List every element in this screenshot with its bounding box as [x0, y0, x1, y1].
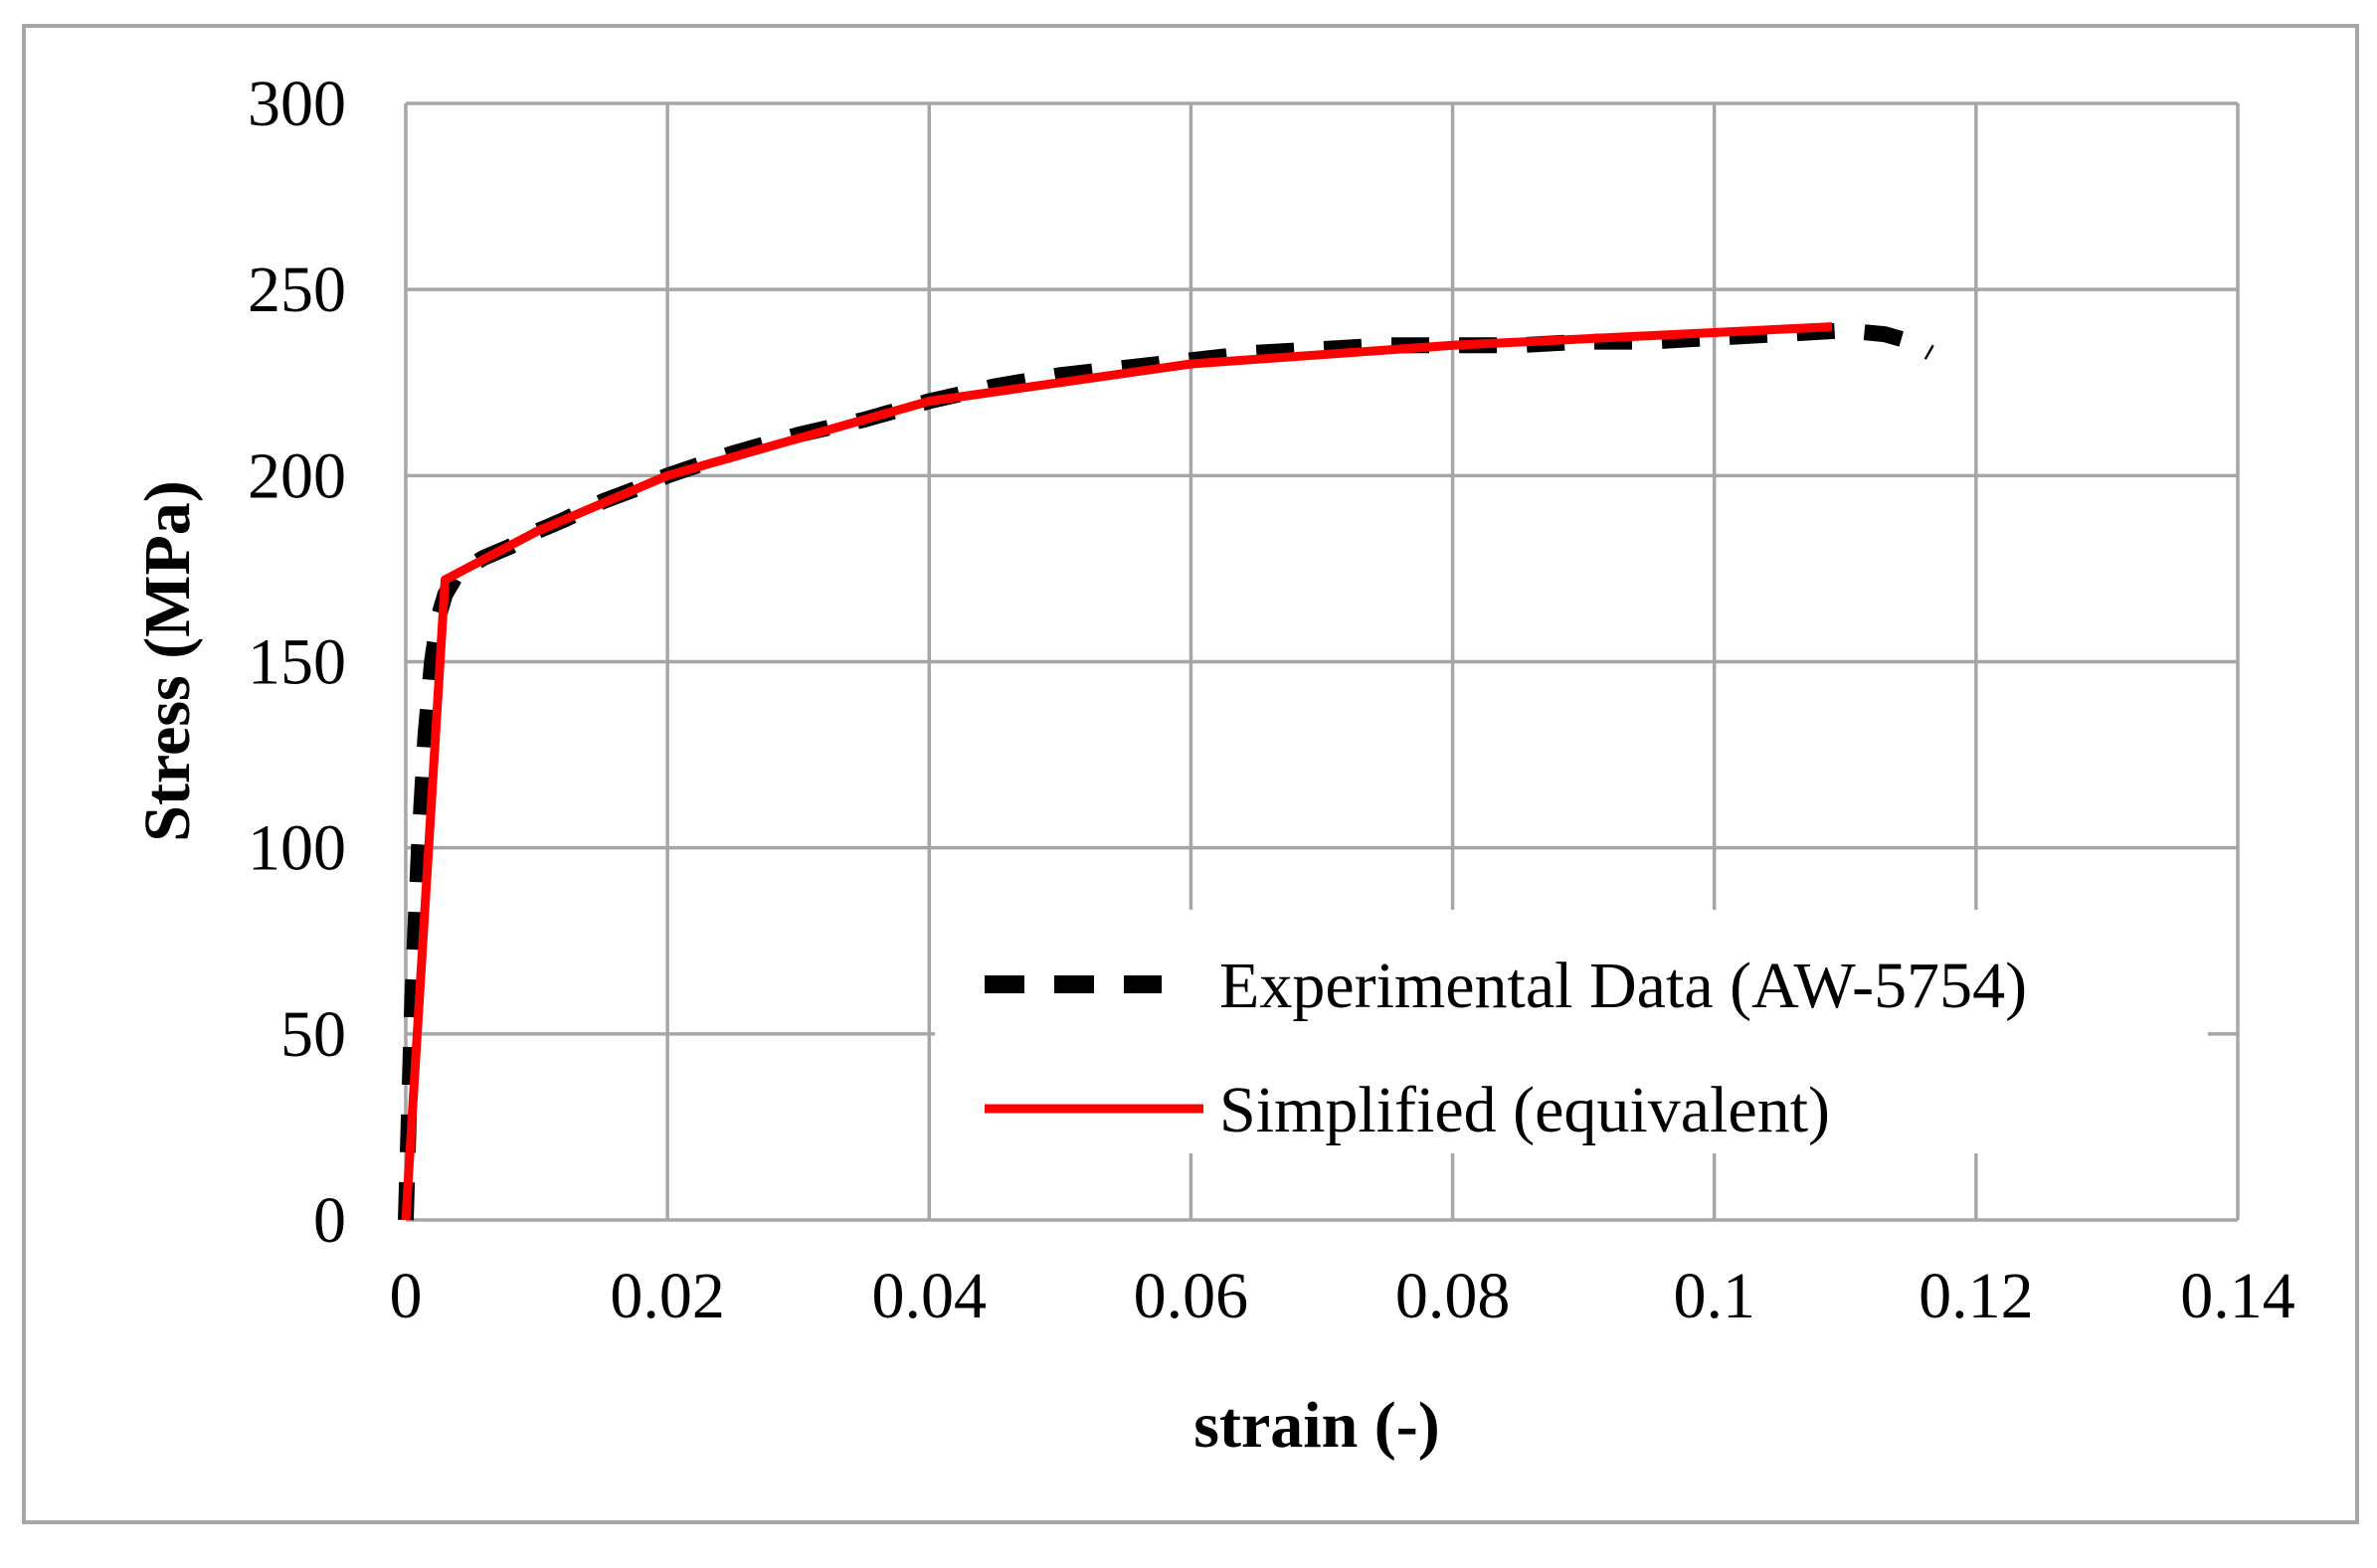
legend: Experimental Data (AW-5754) Simplified (… [935, 910, 2208, 1153]
y-tick-label: 300 [248, 68, 346, 140]
y-tick-label: 250 [248, 254, 346, 326]
series-line-simplified [401, 322, 1833, 1221]
y-tick-label: 100 [248, 812, 346, 885]
x-tick-label: 0.04 [872, 1260, 988, 1332]
y-tick-label: 50 [280, 998, 346, 1071]
x-tick-label: 0.14 [2180, 1260, 2295, 1332]
x-axis-title: strain (-) [1193, 1389, 1439, 1462]
legend-label-simplified: Simplified (equivalent) [1219, 1074, 1830, 1146]
x-tick-label: 0.02 [610, 1260, 725, 1332]
x-tick-label: 0.08 [1395, 1260, 1511, 1332]
y-axis-title: Stress (MPa) [131, 480, 204, 842]
x-tick-label: 0.12 [1919, 1260, 2034, 1332]
x-tick-label: 0 [390, 1260, 423, 1332]
x-tick-label: 0.1 [1673, 1260, 1755, 1332]
tick-labels: 0 0.02 0.04 0.06 0.08 0.1 0.12 0.14 0 50 100 150 200… [248, 68, 2295, 1332]
y-tick-label: 200 [248, 439, 346, 512]
series-layer [398, 322, 1934, 1221]
x-tick-label: 0.06 [1134, 1260, 1249, 1332]
y-tick-label: 0 [313, 1184, 346, 1257]
legend-label-experimental: Experimental Data (AW-5754) [1219, 950, 2027, 1022]
y-tick-label: 150 [248, 626, 346, 699]
